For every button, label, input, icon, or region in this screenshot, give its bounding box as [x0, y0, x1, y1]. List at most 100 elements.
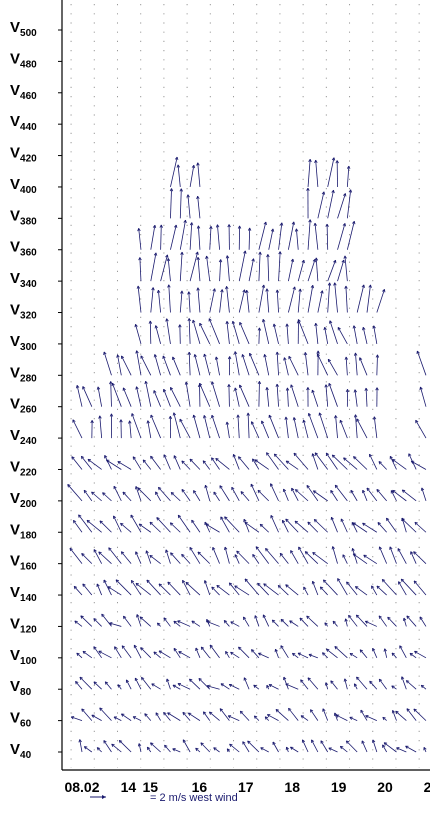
wind-vector-head: [169, 522, 174, 526]
wind-vector-head: [365, 715, 369, 719]
wind-vector: [181, 460, 191, 470]
wind-vector: [191, 519, 201, 533]
wind-vector-head: [180, 251, 184, 255]
wind-vector: [354, 683, 358, 690]
wind-vector-head: [169, 188, 174, 192]
wind-vector-head: [228, 683, 233, 688]
wind-vector-head: [193, 490, 197, 494]
wind-vector-head: [275, 709, 279, 713]
wind-vector: [197, 196, 201, 219]
wind-vector-head: [145, 550, 149, 554]
wind-vector-head: [208, 711, 213, 715]
wind-vector-head: [71, 456, 75, 460]
wind-vector-head: [167, 284, 171, 288]
wind-vector-head: [163, 711, 167, 716]
wind-vector: [401, 518, 417, 533]
wind-vector: [170, 224, 177, 250]
wind-vector: [238, 250, 246, 282]
wind-vector: [138, 523, 152, 533]
wind-vector-head: [247, 227, 252, 231]
wind-vector: [287, 286, 296, 313]
wind-vector: [101, 613, 112, 627]
wind-vector-head: [334, 646, 338, 650]
wind-vector: [121, 645, 132, 659]
wind-vector-head: [238, 456, 242, 460]
wind-vector-head: [236, 414, 240, 418]
wind-vector: [244, 578, 260, 596]
wind-vector-head: [352, 220, 356, 225]
wind-vector-head: [155, 491, 159, 495]
wind-vector: [109, 622, 122, 627]
wind-vector: [272, 741, 279, 753]
wind-vector: [182, 580, 191, 596]
wind-vector: [226, 255, 230, 282]
wind-vector-head: [391, 685, 395, 689]
wind-vector: [293, 417, 299, 439]
wind-vector: [306, 615, 319, 627]
wind-vector-head: [297, 319, 301, 323]
wind-vector-head: [226, 748, 231, 752]
wind-vector-head: [341, 259, 345, 264]
wind-vector-head: [115, 579, 120, 583]
wind-vector: [122, 491, 132, 502]
wind-vector-head: [391, 710, 396, 714]
wind-vector-head: [330, 516, 334, 521]
wind-vector: [228, 384, 230, 407]
wind-vector: [141, 677, 152, 690]
wind-vector-head: [179, 418, 183, 423]
wind-vector: [134, 677, 142, 690]
wind-vector: [197, 225, 201, 250]
wind-vector: [283, 488, 289, 502]
wind-vector: [167, 581, 181, 596]
wind-vector-head: [211, 457, 215, 461]
wind-vector-head: [142, 459, 147, 463]
wind-vector-head: [181, 460, 185, 464]
wind-vector: [295, 489, 309, 502]
wind-vector-head: [316, 350, 320, 354]
wind-vector: [307, 677, 319, 690]
wind-vector-head: [328, 383, 332, 387]
wind-vector: [224, 546, 230, 564]
wind-vector-head: [391, 652, 395, 656]
wind-vector-head: [120, 551, 125, 555]
wind-vector: [291, 487, 299, 502]
wind-vector-head: [156, 517, 160, 521]
wind-vector: [71, 716, 83, 721]
wind-vector-head: [117, 461, 121, 465]
wind-vector: [243, 616, 250, 627]
wind-vector-head: [263, 221, 267, 226]
wind-vector-head: [333, 259, 337, 264]
wind-vector: [238, 646, 250, 659]
wind-vector-head: [80, 455, 85, 460]
wind-vector: [198, 678, 211, 690]
wind-vector-head: [332, 620, 336, 625]
wind-vector: [172, 684, 181, 690]
wind-vector: [150, 225, 156, 250]
wind-vector-head: [285, 683, 289, 687]
wind-vector: [193, 414, 201, 439]
wind-vector-head: [395, 710, 399, 715]
wind-vector: [247, 412, 250, 439]
wind-vector: [257, 582, 270, 596]
wind-vector: [344, 255, 348, 282]
wind-vector-head: [405, 680, 410, 684]
wind-vector-head: [267, 714, 271, 718]
wind-vector: [289, 620, 299, 627]
wind-vector-head: [371, 585, 375, 589]
wind-vector: [231, 486, 240, 502]
wind-vector-head: [406, 708, 410, 712]
wind-vector: [155, 712, 161, 721]
wind-vector-head: [75, 680, 79, 685]
wind-vector-head: [172, 412, 177, 416]
wind-vector: [107, 586, 122, 596]
wind-vector-head: [340, 518, 344, 522]
wind-vector: [99, 415, 103, 439]
wind-vector-head: [311, 739, 315, 743]
y-tick-label: V500: [10, 19, 37, 39]
wind-vector: [270, 483, 279, 502]
wind-vector-head: [250, 649, 255, 653]
wind-vector-head: [294, 489, 299, 493]
wind-vector-head: [165, 254, 169, 258]
wind-vector: [138, 228, 142, 250]
wind-vector: [132, 456, 142, 470]
